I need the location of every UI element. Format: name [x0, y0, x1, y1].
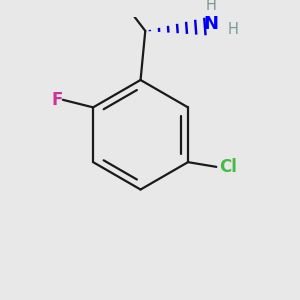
Text: N: N — [204, 15, 219, 33]
Text: Cl: Cl — [219, 158, 237, 176]
Text: H: H — [206, 0, 217, 13]
Text: F: F — [52, 91, 63, 109]
Text: H: H — [227, 22, 238, 37]
